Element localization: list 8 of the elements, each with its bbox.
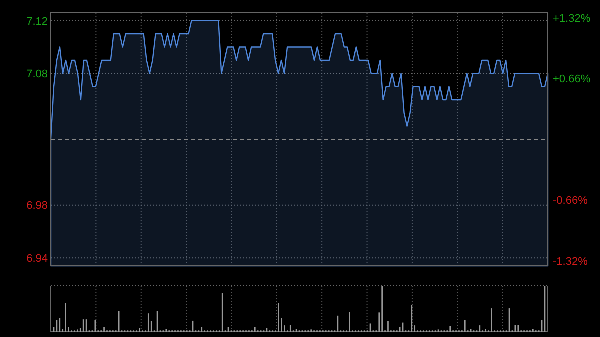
y2-tick-label: -1.32% bbox=[553, 256, 588, 268]
y2-tick-label: -0.66% bbox=[553, 195, 588, 208]
y2-tick-label: +0.66% bbox=[553, 74, 591, 86]
y2-tick-label: +1.32% bbox=[553, 12, 591, 25]
y-tick-label: 6.94 bbox=[26, 252, 48, 265]
y-tick-label: 6.98 bbox=[26, 200, 48, 212]
y-tick-label: 7.12 bbox=[26, 16, 48, 28]
y-tick-label: 7.08 bbox=[26, 68, 48, 80]
